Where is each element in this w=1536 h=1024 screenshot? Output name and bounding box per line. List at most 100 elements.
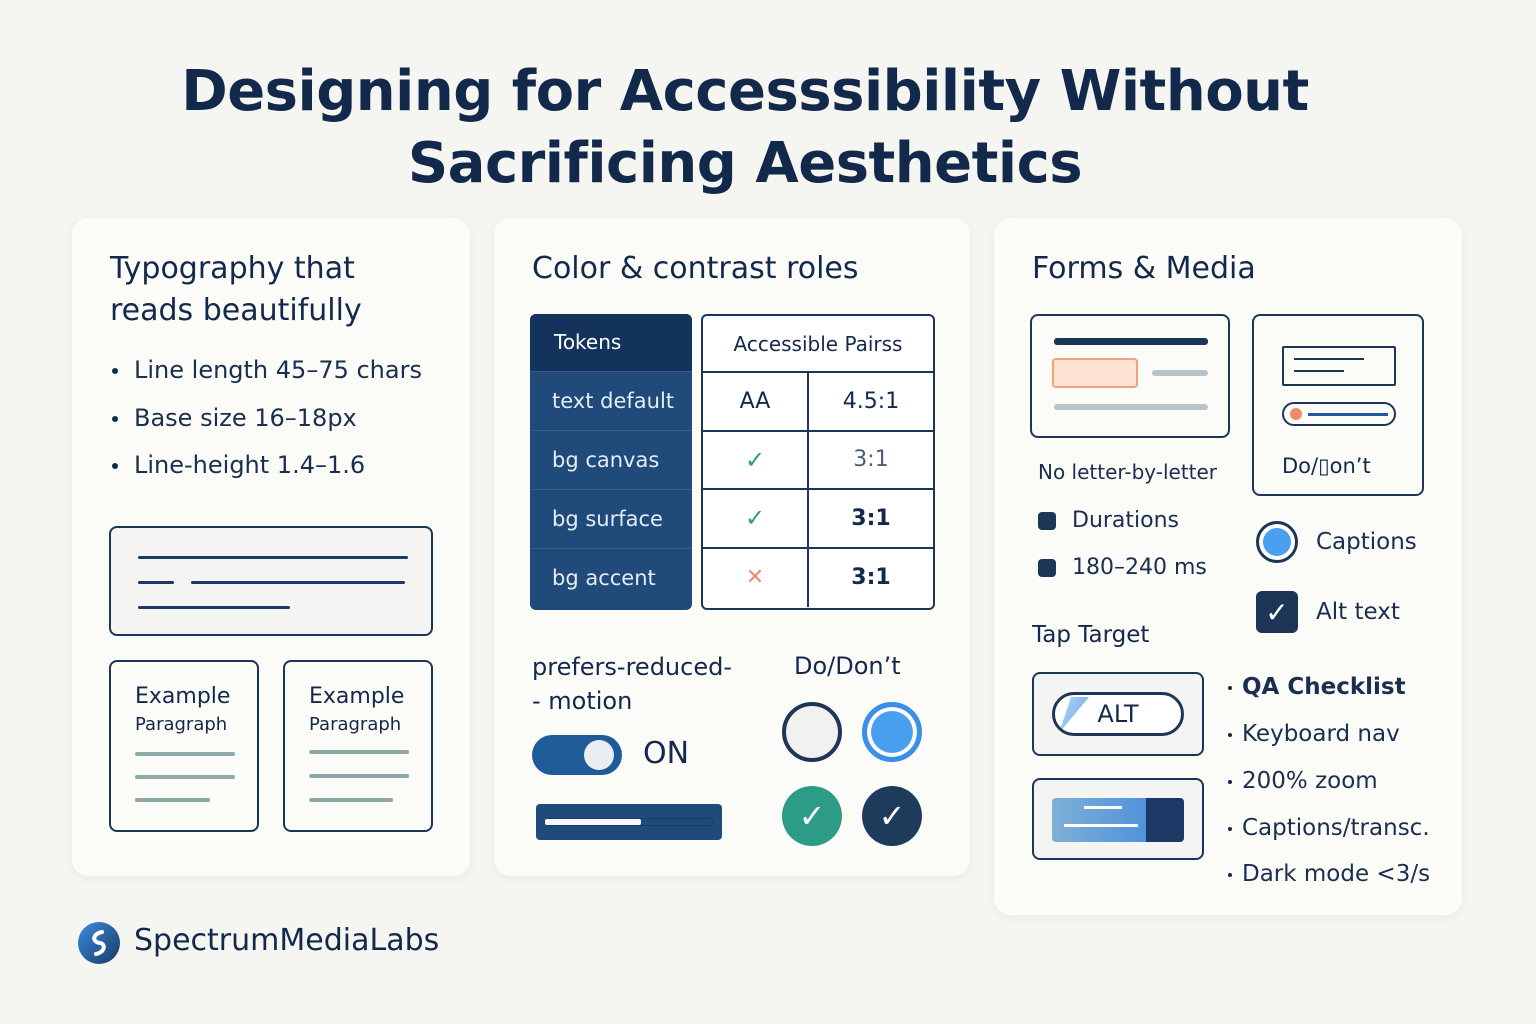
token-row: bg surface [530,489,692,548]
brand-logo-icon [78,922,120,964]
reduced-motion-line1: prefers-reduced- [532,653,732,681]
no-letter-label: No letter-by-letter [1038,460,1218,484]
brand-name: SpectrumMediaLabs [134,923,440,958]
example-title: Example [135,684,231,709]
text-line [1064,824,1138,827]
example-subtitle: Paragraph [135,714,228,735]
slider-track [1308,413,1388,416]
button-end-cap [1146,798,1184,842]
example-paragraph-card: Example Paragraph [283,660,433,832]
title-line-1: Designing for Accesssibility Without [181,59,1309,124]
alt-text-checkbox[interactable]: ✓ [1256,591,1298,633]
qa-item-text: Dark mode <3/s [1242,861,1431,887]
tokens-table: Tokens text default bg canvas bg surface… [530,314,692,610]
text-line [138,581,174,584]
qa-item: Keyboard nav [1228,721,1400,747]
button-demo [1032,778,1204,860]
token-row: bg canvas [530,430,692,489]
title-line-2: Sacrificing Aesthetics [407,131,1083,196]
bullet-icon [1228,732,1232,737]
text-line [309,750,409,754]
qa-item-text: Keyboard nav [1242,721,1400,747]
text-line [138,556,408,559]
tap-highlight [1059,697,1089,733]
duration-text: 180–240 ms [1072,555,1207,580]
bullet-icon [112,368,118,374]
bullet-icon [1228,872,1232,877]
focused-radio[interactable] [862,702,922,762]
tap-target-label: Tap Target [1032,622,1150,648]
qa-item: Captions/transc. [1228,815,1430,841]
pair-ratio: 3:1 [853,447,889,473]
pairs-row: ✕ 3:1 [703,548,933,607]
forms-heading: Forms & Media [1032,251,1256,286]
reduced-motion-toggle[interactable] [532,735,622,775]
text-line [1084,806,1122,809]
pairs-row: ✓ 3:1 [703,431,933,490]
pair-level: AA [703,373,809,430]
tap-target-demo: ALT [1032,672,1204,756]
form-mockup [1030,314,1230,438]
progress-bar [536,804,722,840]
dark-check-icon: ✓ [862,786,922,846]
neutral-radio[interactable] [782,702,842,762]
brand-swirl-icon [92,930,106,956]
bullet-text: Line length 45–75 chars [134,356,422,384]
gradient-button[interactable] [1052,798,1184,842]
captions-label: Captions [1316,529,1417,555]
cross-icon: ✕ [703,548,809,607]
pair-ratio: 3:1 [851,505,891,531]
mock-input [1282,346,1396,386]
bullet-item: Base size 16–18px [112,404,357,432]
form-input-field[interactable] [1052,358,1138,388]
pairs-row: AA 4.5:1 [703,373,933,432]
bullet-text: Base size 16–18px [134,404,357,432]
typography-heading: Typography that reads beautifully [110,248,362,332]
example-paragraph-card: Example Paragraph [109,660,259,832]
qa-title: QA Checklist [1228,674,1406,700]
qa-title-text: QA Checklist [1242,674,1406,700]
toggle-knob [584,740,614,770]
check-icon: ✓ [703,490,809,547]
duration-item: 180–240 ms [1038,555,1207,580]
bullet-square-icon [1038,512,1056,530]
typography-heading-line1: Typography that [110,251,355,286]
bullet-item: Line-height 1.4–1.6 [112,451,365,479]
text-line [1294,370,1344,372]
text-line [138,606,290,609]
pair-ratio: 4.5:1 [842,388,900,414]
alt-button-label: ALT [1097,700,1139,728]
progress-fill [544,818,641,826]
bullet-icon [112,463,118,469]
qa-item-text: 200% zoom [1242,768,1378,794]
captions-radio[interactable] [1256,521,1298,563]
check-icon: ✓ [703,431,809,488]
radio-fill [1263,528,1291,556]
form-title-bar [1054,338,1208,345]
do-dont-card: Do/▯on’t [1252,314,1424,496]
form-label-line [1152,370,1208,376]
tokens-header: Tokens [530,314,692,371]
example-subtitle: Paragraph [309,714,402,735]
do-dont-label: Do/Don’t [794,652,901,680]
text-line [135,775,235,779]
do-dont-text: Do/▯on’t [1282,454,1371,478]
toggle-state-label: ON [643,736,690,771]
token-row: bg accent [530,548,692,607]
alt-button[interactable]: ALT [1052,692,1184,736]
bullet-item: Line length 45–75 chars [112,356,422,384]
text-line [309,798,393,802]
pair-ratio: 3:1 [851,565,891,591]
duration-text: Durations [1072,508,1180,533]
text-line [1294,358,1364,360]
text-preview-box [109,526,433,636]
qa-item-text: Captions/transc. [1242,815,1430,841]
text-line [191,581,405,584]
bullet-icon [1228,685,1232,690]
text-line [135,798,210,802]
color-heading: Color & contrast roles [532,251,859,286]
typography-heading-line2: reads beautifully [110,293,362,328]
bullet-icon [112,416,118,422]
forms-media-card: Forms & Media No letter-by-letter Do/▯on… [994,218,1462,915]
token-row: text default [530,371,692,430]
